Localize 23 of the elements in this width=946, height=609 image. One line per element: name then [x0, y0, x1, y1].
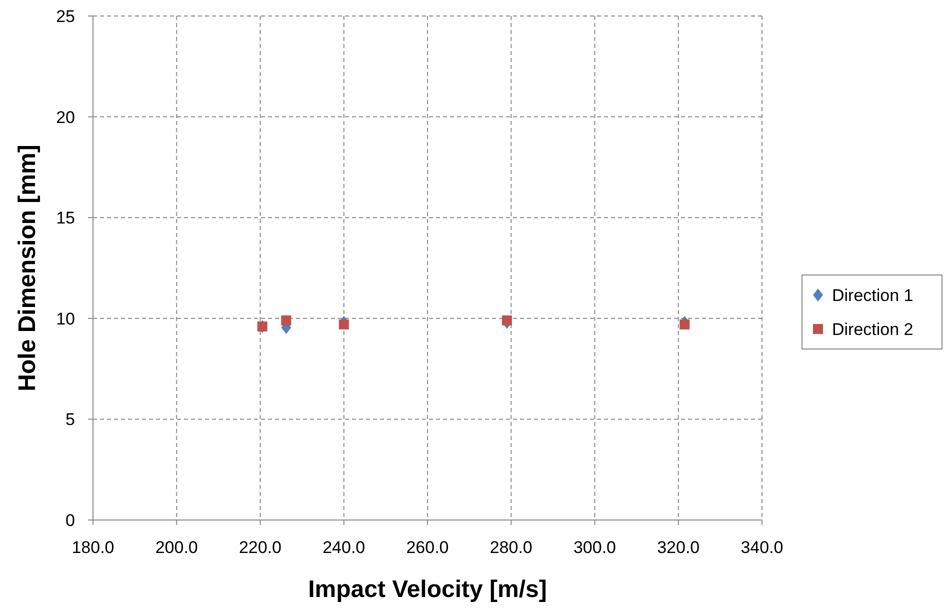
point — [680, 319, 690, 330]
y-axis-title: Hole Dimension [mm] — [14, 144, 41, 392]
point — [502, 315, 512, 326]
x-tick-label: 280.0 — [490, 538, 532, 557]
legend-label: Direction 2 — [832, 320, 914, 339]
x-tick-label: 260.0 — [406, 538, 449, 557]
point — [338, 319, 349, 330]
y-tick-label: 0 — [66, 511, 75, 530]
legend-label: Direction 1 — [832, 286, 914, 305]
x-tick-label: 340.0 — [740, 538, 784, 557]
y-tick-label: 5 — [66, 410, 75, 430]
x-tick-label: 320.0 — [657, 538, 700, 557]
x-tick-label: 180.0 — [72, 538, 114, 557]
point — [281, 315, 292, 326]
y-tick-label: 15 — [56, 208, 75, 228]
y-tick-label: 20 — [56, 108, 75, 127]
y-tick-label: 25 — [56, 7, 75, 26]
x-tick-label: 220.0 — [238, 538, 282, 557]
x-axis-title: Impact Velocity [m/s] — [308, 576, 547, 603]
y-tick-label: 10 — [56, 309, 75, 328]
x-tick-label: 200.0 — [155, 538, 198, 557]
x-tick-label: 240.0 — [322, 538, 366, 557]
x-tick-label: 300.0 — [573, 538, 616, 557]
